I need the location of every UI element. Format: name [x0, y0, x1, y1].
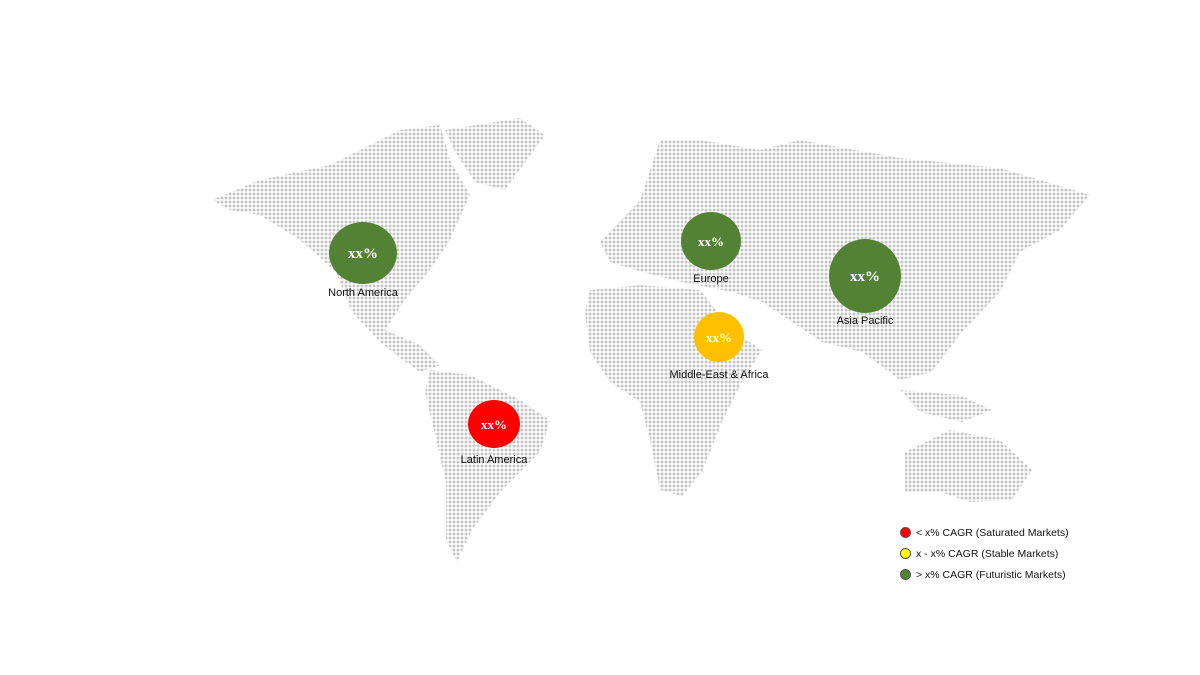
bubble-middle-east-africa	[694, 312, 744, 362]
africa-land	[585, 285, 762, 496]
bubble-latin-america	[468, 400, 520, 448]
region-label-north-america: North America	[328, 287, 399, 299]
bubble-europe	[681, 212, 741, 270]
legend-label: x - x% CAGR (Stable Markets)	[916, 547, 1059, 560]
bubble-value-europe: xx%	[698, 234, 724, 249]
legend-label: > x% CAGR (Futuristic Markets)	[916, 568, 1066, 581]
south-america-land	[425, 370, 550, 562]
indonesia-land	[900, 390, 992, 422]
legend-item-stable: x - x% CAGR (Stable Markets)	[900, 543, 1069, 564]
australia-land	[905, 430, 1032, 502]
region-label-europe: Europe	[693, 273, 728, 285]
bubble-asia-pacific	[829, 239, 901, 313]
land-mass	[212, 118, 1090, 562]
legend-item-futuristic: > x% CAGR (Futuristic Markets)	[900, 564, 1069, 585]
legend-dot-icon	[900, 527, 911, 538]
greenland-land	[445, 118, 545, 190]
legend-label: < x% CAGR (Saturated Markets)	[916, 526, 1069, 539]
bubble-north-america	[329, 222, 397, 284]
legend-item-saturated: < x% CAGR (Saturated Markets)	[900, 522, 1069, 543]
legend: < x% CAGR (Saturated Markets) x - x% CAGR…	[900, 522, 1069, 585]
legend-dot-icon	[900, 569, 911, 580]
bubble-value-middle-east-africa: xx%	[706, 330, 732, 345]
region-label-asia-pacific: Asia Pacific	[837, 315, 894, 327]
bubble-value-north-america: xx%	[348, 246, 378, 262]
region-label-middle-east-africa: Middle-East & Africa	[669, 369, 769, 381]
bubble-value-latin-america: xx%	[481, 417, 507, 432]
region-label-latin-america: Latin America	[461, 454, 529, 466]
legend-dot-icon	[900, 548, 911, 559]
bubble-value-asia-pacific: xx%	[850, 269, 880, 285]
